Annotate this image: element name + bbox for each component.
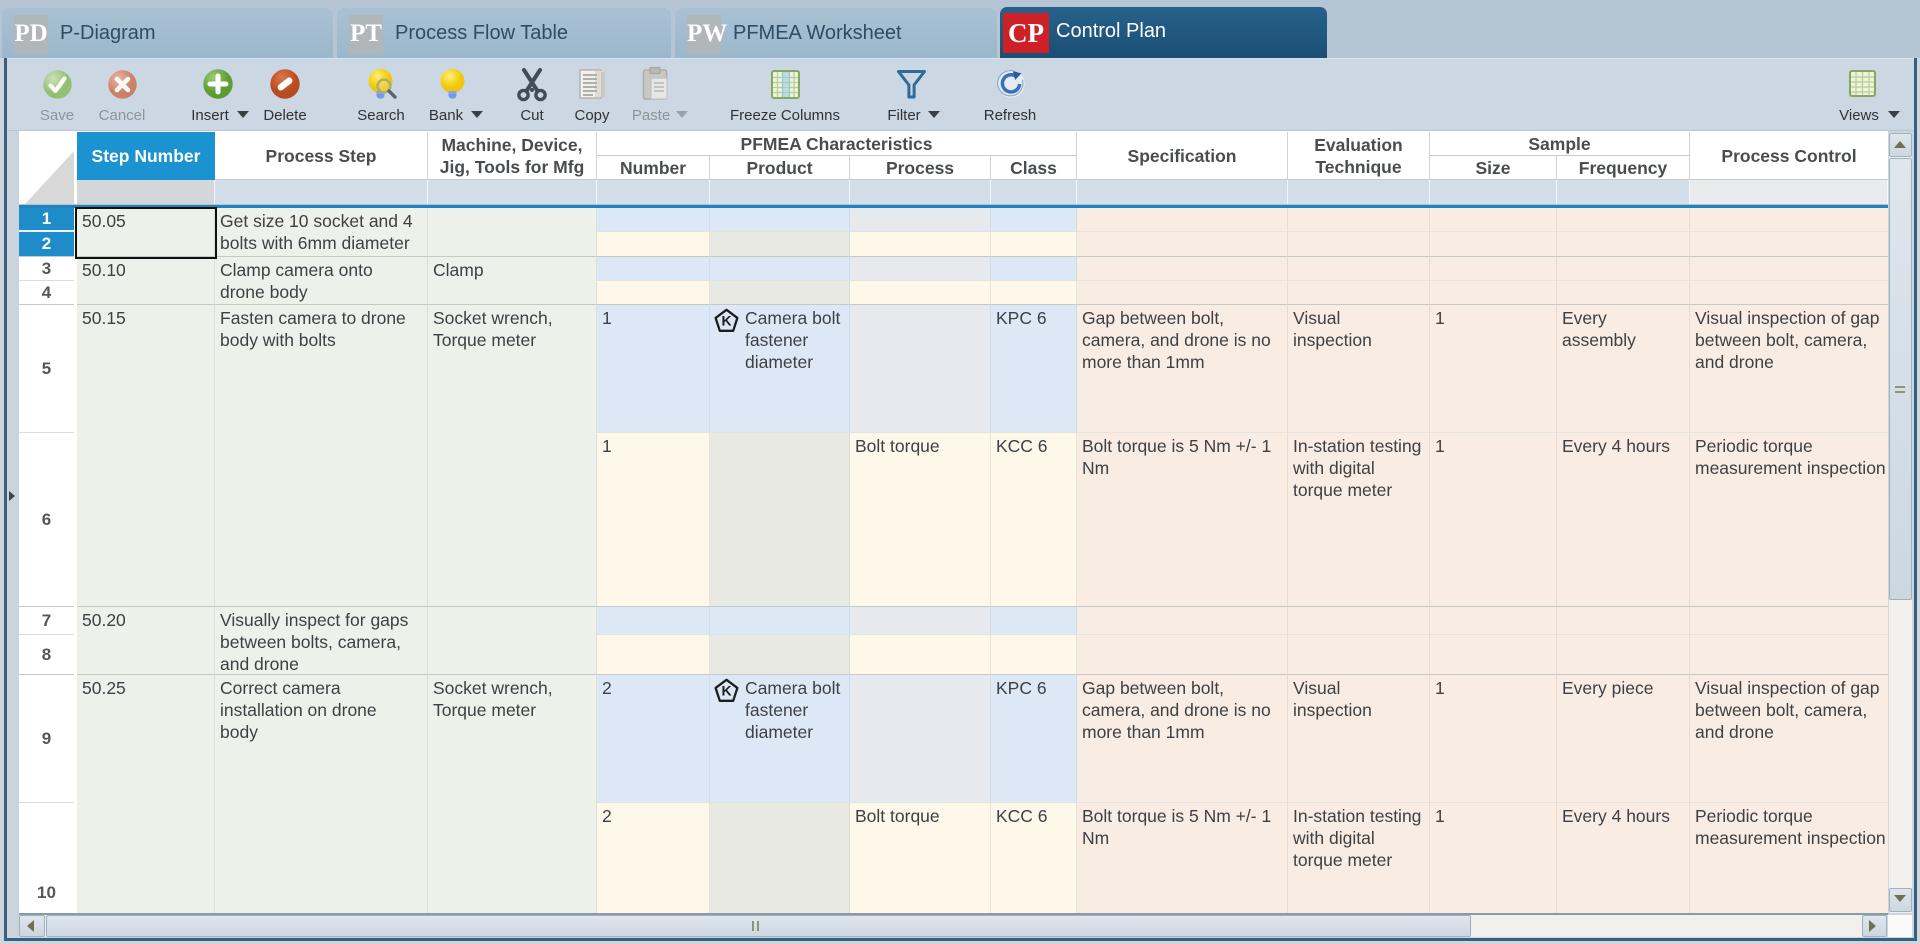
svg-text:K: K	[721, 313, 731, 329]
svg-text:K: K	[721, 683, 731, 699]
